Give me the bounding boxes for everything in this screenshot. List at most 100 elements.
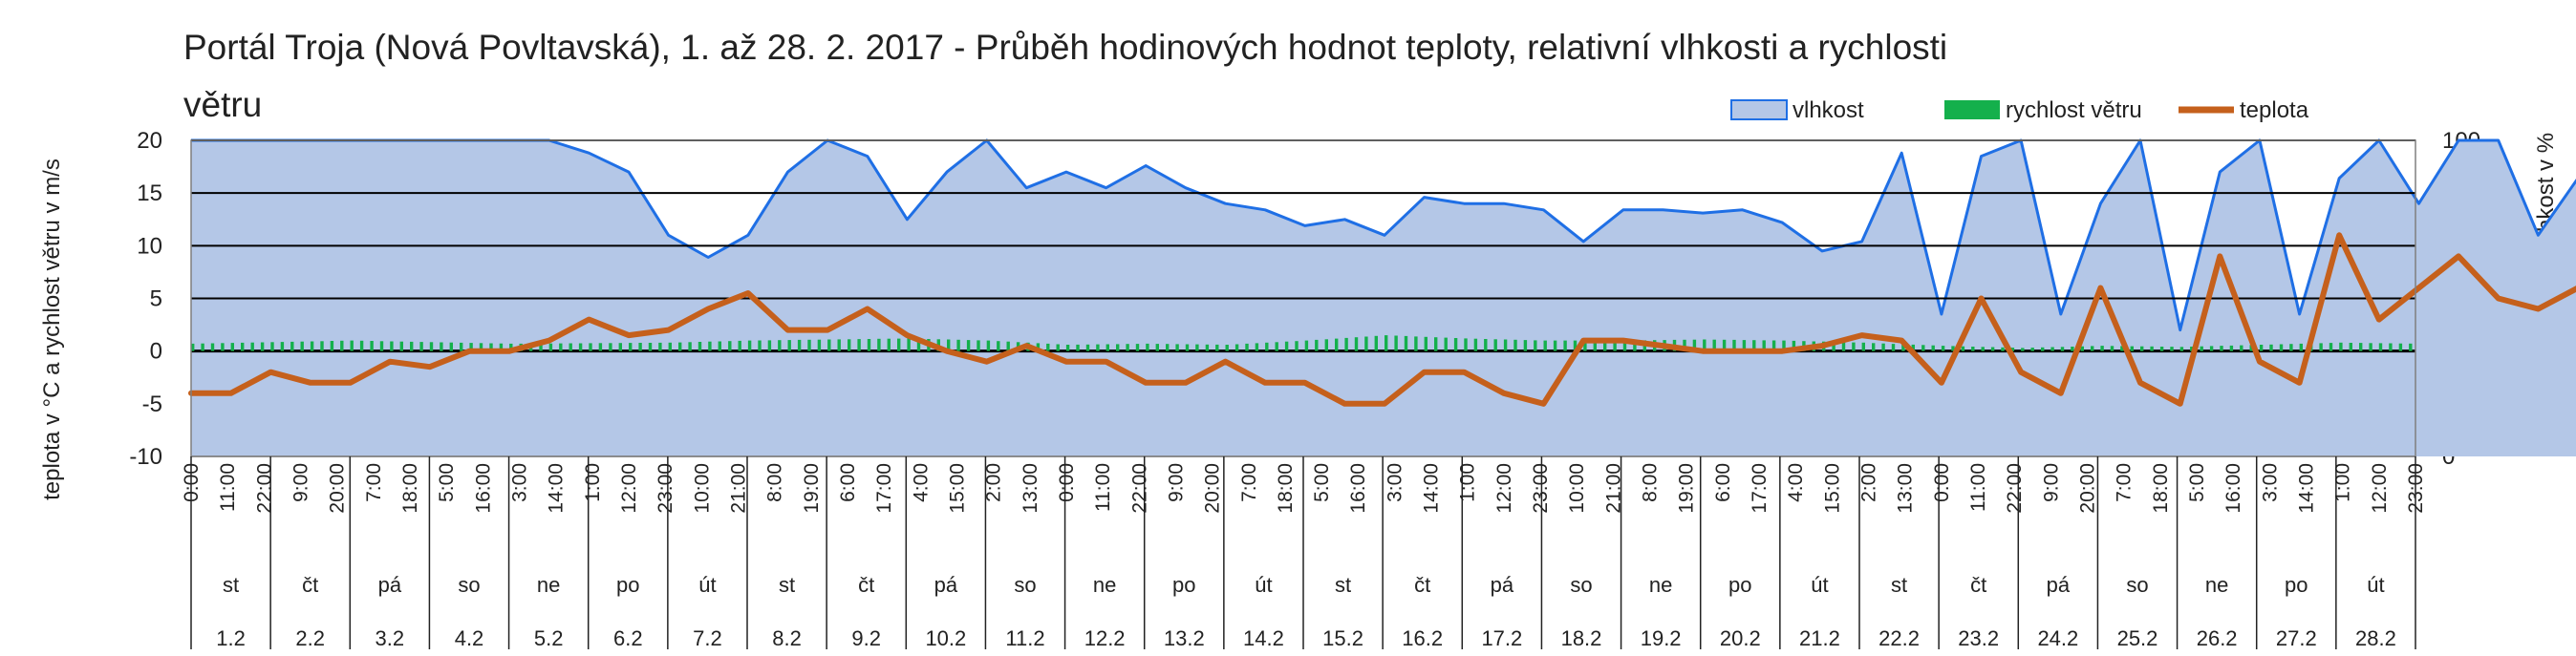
x-hour-label: 14:00: [1421, 463, 1443, 514]
vitr-bar: [598, 343, 603, 351]
x-hour-label: 1:00: [582, 463, 604, 502]
y-tick-left-label: -5: [142, 391, 162, 417]
vitr-bar: [2269, 344, 2273, 351]
vitr-bar: [2319, 343, 2323, 351]
vitr-bar: [1792, 340, 1796, 351]
x-hour-label: 1:00: [2332, 463, 2354, 502]
vitr-bar: [191, 343, 195, 351]
vitr-bar: [1225, 345, 1229, 351]
vitr-bar: [359, 340, 364, 351]
vitr-bar: [1583, 340, 1587, 351]
x-hour-label: 3:00: [509, 463, 531, 502]
vitr-bar: [1135, 344, 1140, 351]
day-label: út: [1811, 573, 1828, 597]
x-hour-label: 17:00: [1749, 463, 1771, 514]
y-tick-left-label: 0: [150, 339, 162, 365]
date-label: 3.2: [376, 626, 405, 650]
vitr-bar: [2220, 346, 2223, 351]
x-hour-label: 0:00: [1931, 463, 1953, 502]
vitr-bar: [997, 341, 1000, 351]
vitr-bar: [290, 341, 294, 351]
date-label: 15.2: [1322, 626, 1363, 650]
date-label: 17.2: [1481, 626, 1522, 650]
x-hour-label: 12:00: [1493, 463, 1515, 514]
vitr-bar: [1295, 341, 1299, 351]
vitr-bar: [1732, 339, 1736, 351]
x-hour-label: 18:00: [1275, 463, 1297, 514]
vitr-bar: [379, 341, 384, 351]
vitr-bar: [787, 340, 791, 351]
x-hour-label: 3:00: [1384, 463, 1406, 502]
vitr-bar: [1981, 347, 1985, 351]
vitr-bar: [1234, 344, 1239, 351]
x-hour-label: 22:00: [2004, 463, 2026, 514]
vitr-bar: [738, 340, 741, 351]
date-label: 12.2: [1084, 626, 1126, 650]
vitr-bar: [1683, 339, 1686, 351]
x-hour-label: 11:00: [217, 463, 239, 512]
vitr-bar: [2279, 344, 2284, 351]
vitr-bar: [916, 338, 921, 351]
day-label: ne: [537, 573, 560, 597]
vitr-bar: [1971, 347, 1975, 351]
vitr-bar: [2110, 346, 2114, 351]
vitr-bar: [2091, 346, 2094, 351]
vitr-bar: [399, 341, 403, 351]
date-label: 18.2: [1561, 626, 1602, 650]
vitr-bar: [718, 341, 721, 351]
vitr-bar: [1106, 344, 1109, 351]
vitr-bar: [827, 339, 831, 351]
day-label: st: [779, 573, 795, 597]
vitr-bar: [390, 341, 394, 351]
day-label: so: [1570, 573, 1592, 597]
day-label: po: [1172, 573, 1195, 597]
vitr-bar: [2021, 348, 2025, 351]
vitr-bar: [410, 341, 414, 351]
legend-swatch-vlhkost: [1730, 99, 1788, 120]
x-hour-label: 22:00: [1128, 463, 1150, 514]
vitr-bar: [2240, 345, 2243, 351]
vitr-bar: [2130, 346, 2134, 351]
date-label: 28.2: [2355, 626, 2396, 650]
vitr-bar: [817, 339, 822, 351]
vitr-bar: [986, 340, 991, 351]
vitr-bar: [678, 342, 682, 351]
vitr-bar: [1344, 337, 1348, 351]
vitr-bar: [2060, 347, 2065, 351]
x-hour-label: 3:00: [2259, 463, 2281, 502]
vitr-bar: [778, 340, 782, 351]
vitr-bar: [440, 342, 443, 351]
vitr-bar: [2359, 343, 2363, 351]
vitr-bar: [2080, 346, 2084, 351]
vitr-bar: [698, 342, 702, 351]
x-hour-label: 18:00: [399, 463, 421, 514]
vitr-bar: [1335, 338, 1339, 351]
vitr-bar: [270, 342, 274, 351]
vitr-bar: [2071, 347, 2074, 351]
vitr-bar: [1185, 344, 1190, 351]
vitr-bar: [1076, 344, 1080, 351]
day-label: pá: [934, 573, 958, 597]
vitr-bar: [728, 341, 732, 351]
date-label: 10.2: [925, 626, 966, 650]
vitr-bar: [201, 343, 204, 351]
vitr-bar: [589, 343, 592, 351]
x-hour-label: 0:00: [1056, 463, 1078, 502]
vitr-bar: [1603, 340, 1607, 351]
x-hour-label: 1:00: [1457, 463, 1479, 502]
date-label: 5.2: [534, 626, 564, 650]
x-hour-label: 9:00: [2040, 463, 2062, 502]
x-hour-label: 19:00: [801, 463, 823, 514]
vitr-bar: [429, 342, 434, 351]
vitr-bar: [2398, 343, 2403, 351]
vitr-bar: [1493, 339, 1497, 351]
vitr-bar: [449, 342, 453, 351]
vitr-bar: [2299, 343, 2303, 351]
x-hour-label: 8:00: [764, 463, 786, 502]
vitr-bar: [956, 339, 960, 351]
x-hour-label: 16:00: [2222, 463, 2244, 514]
x-hour-label: 19:00: [1676, 463, 1698, 514]
vitr-bar: [2389, 343, 2393, 351]
vitr-bar: [1205, 344, 1210, 351]
x-hour-label: 2:00: [1858, 463, 1880, 502]
